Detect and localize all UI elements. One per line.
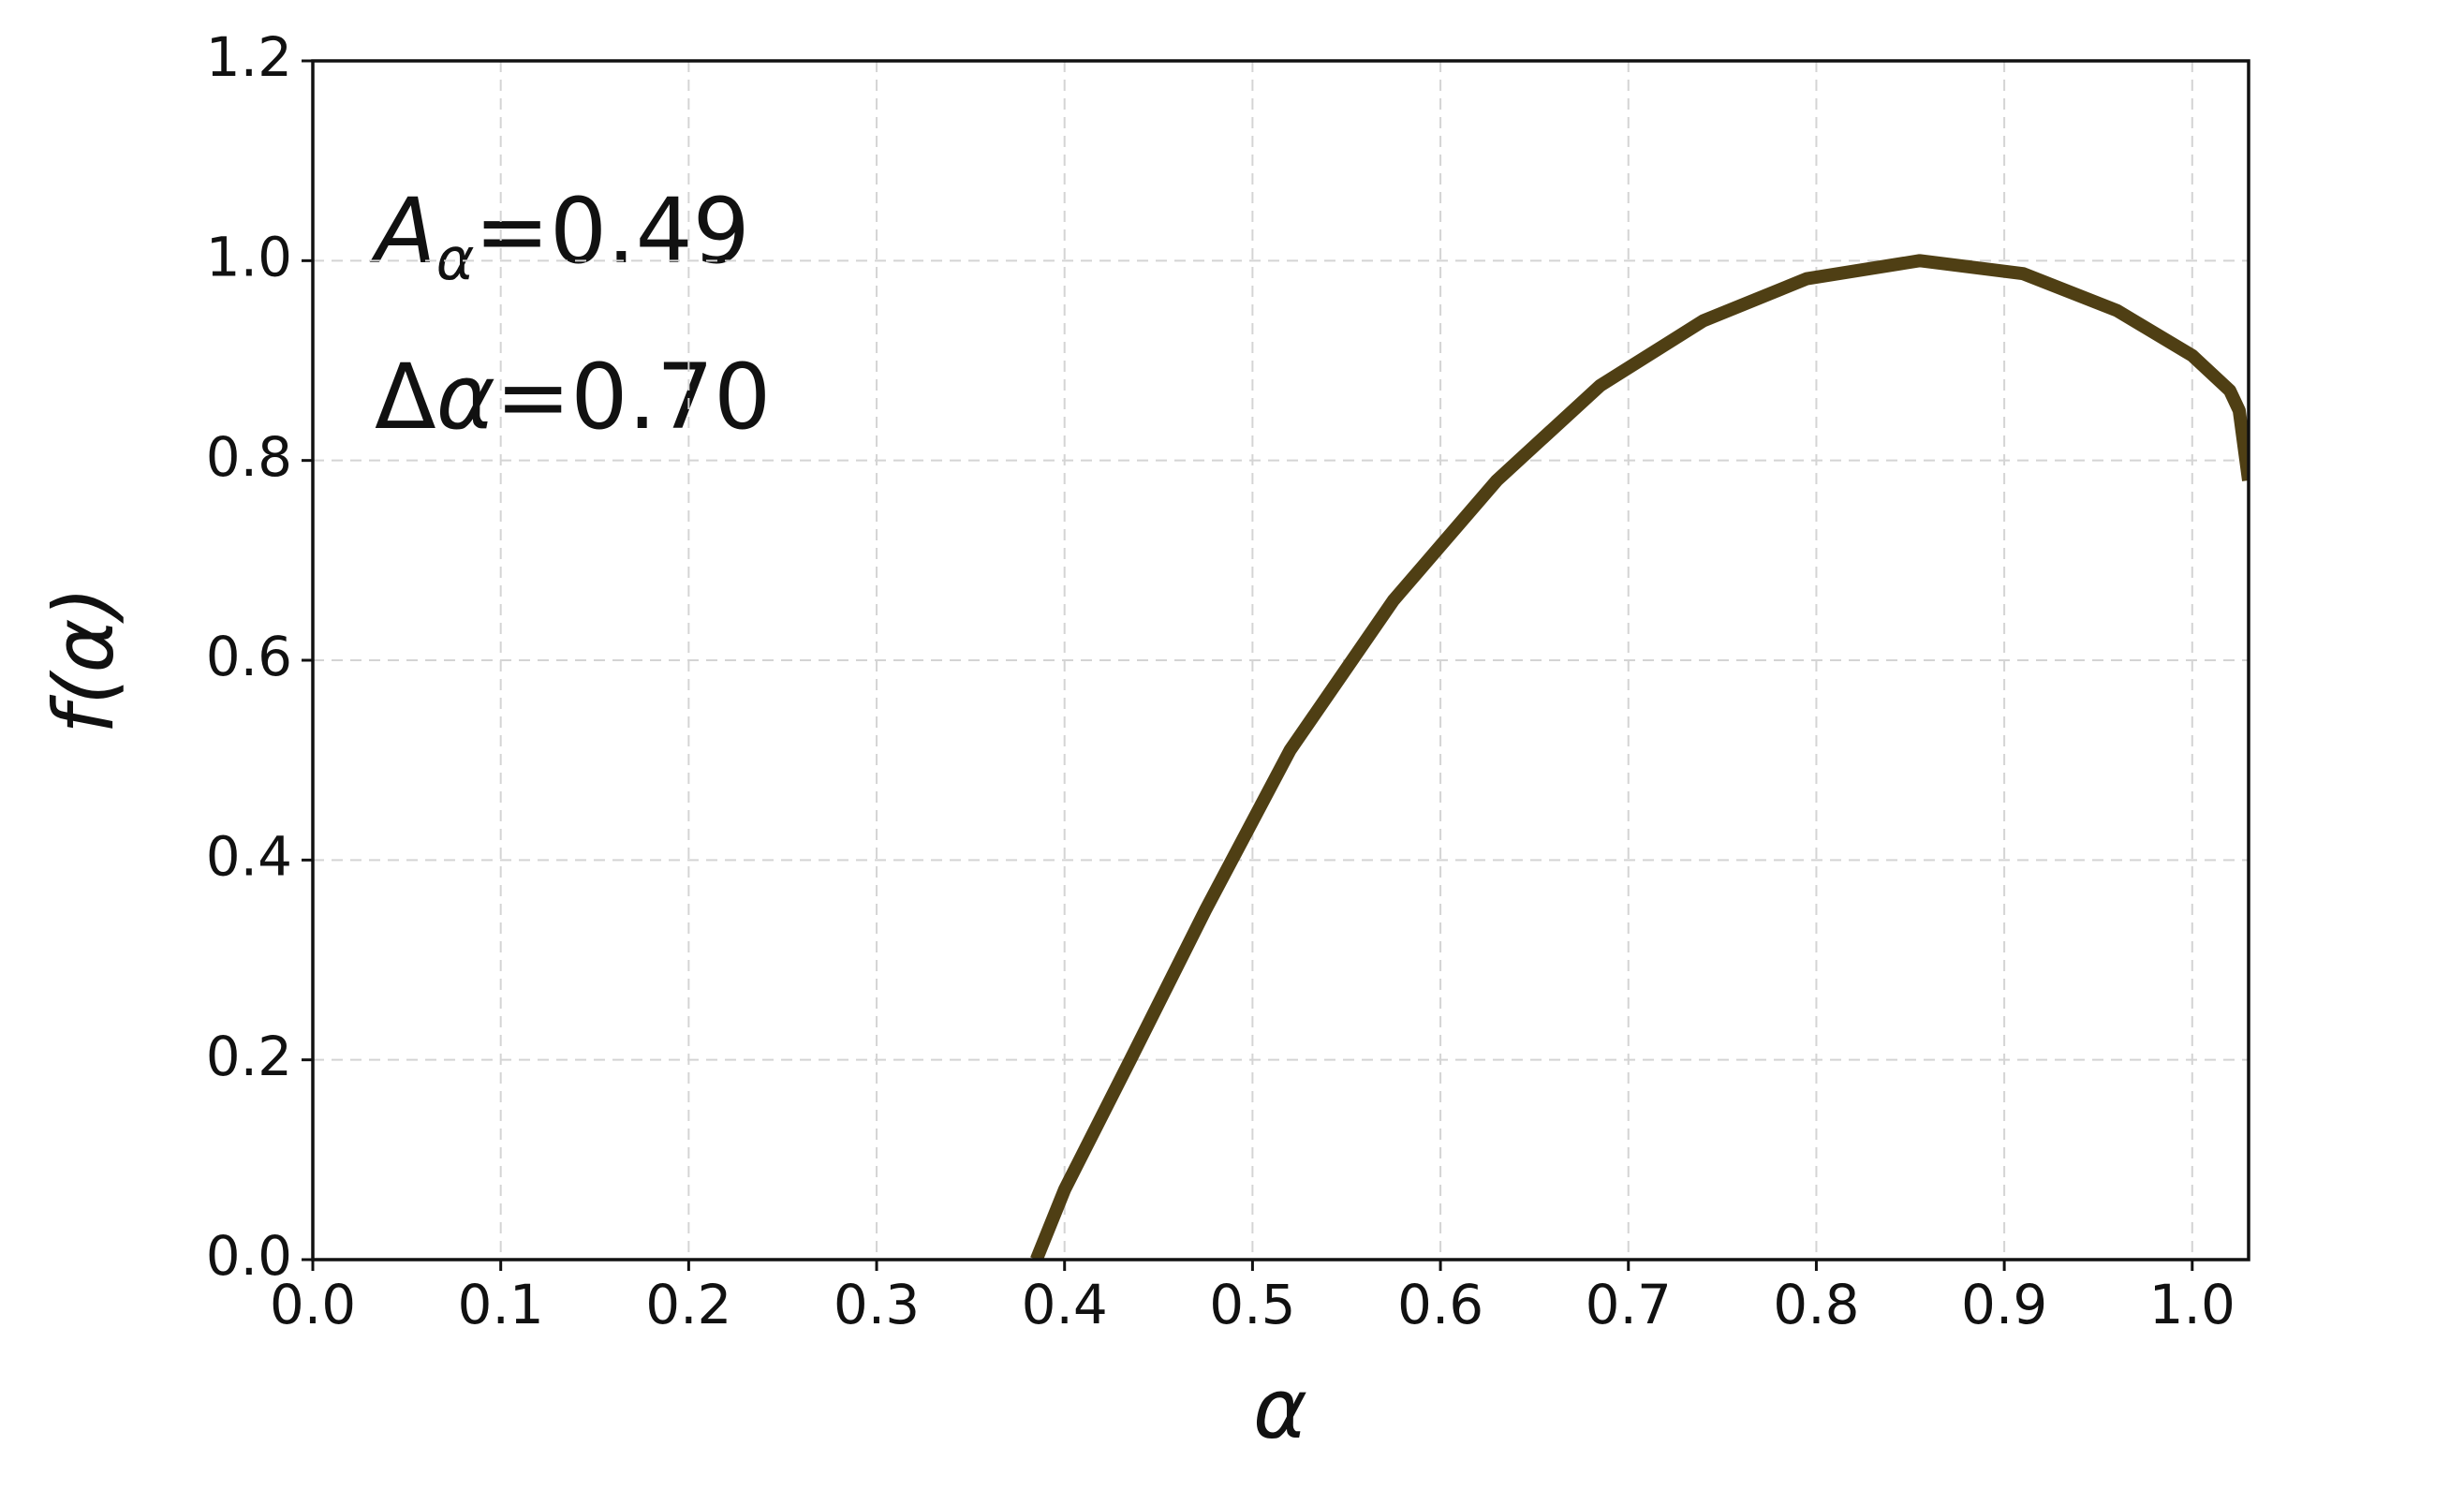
annotation: Aα=0.49: [369, 179, 750, 293]
x-tick-label: 0.7: [1586, 1273, 1672, 1336]
annotation-symbol: Δ: [375, 345, 436, 450]
y-tick-label: 0.8: [206, 425, 292, 489]
x-tick-label: 0.6: [1397, 1273, 1483, 1336]
annotation-subscript: α: [436, 225, 475, 293]
x-tick-label: 0.2: [645, 1273, 731, 1336]
x-tick-label: 0.1: [458, 1273, 544, 1336]
annotation: Δα=0.70: [375, 345, 771, 450]
x-tick-label: 0.9: [1961, 1273, 2047, 1336]
y-tick-label: 0.6: [206, 625, 292, 688]
x-tick-label: 1.0: [2149, 1273, 2235, 1336]
x-tick-label: 0.0: [270, 1273, 356, 1336]
y-tick-label: 0.4: [206, 824, 292, 888]
y-axis-label: f(α): [36, 586, 132, 734]
x-tick-label: 0.5: [1209, 1273, 1295, 1336]
annotation-symbol: α: [436, 345, 495, 450]
data-line: [1030, 254, 2249, 1260]
y-tick-label: 0.2: [206, 1025, 292, 1088]
annotation-text: =0.70: [495, 345, 771, 450]
y-tick-label: 1.0: [206, 225, 292, 288]
y-tick-label: 0.0: [206, 1224, 292, 1288]
y-tick-label: 1.2: [206, 25, 292, 89]
x-tick-label: 0.4: [1022, 1273, 1108, 1336]
x-tick-label: 0.8: [1773, 1273, 1859, 1336]
annotation-text: =0.49: [475, 179, 750, 284]
plot-frame: [311, 59, 2250, 1262]
x-axis-label: α: [1253, 1361, 1307, 1457]
x-tick-label: 0.3: [834, 1273, 920, 1336]
annotation-symbol: A: [369, 179, 436, 284]
